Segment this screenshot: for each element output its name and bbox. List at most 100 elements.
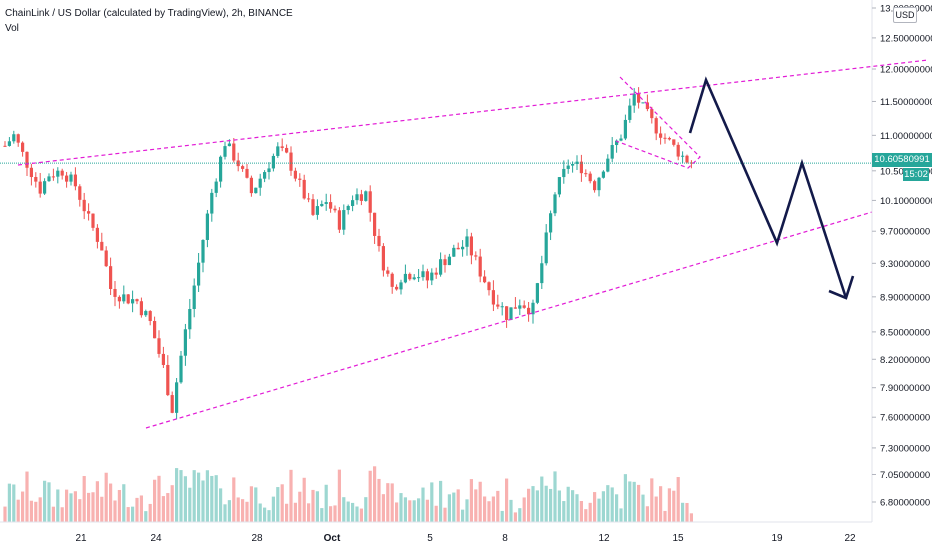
candle-body (549, 213, 553, 233)
candle-body (333, 208, 337, 211)
candle-body (654, 118, 658, 134)
price-tick-label: 8.20000000 (880, 355, 930, 366)
candle-body (667, 138, 671, 140)
volume-bar (131, 506, 135, 522)
price-tick-label: 7.90000000 (880, 383, 930, 394)
candle-body (311, 199, 315, 215)
volume-bar (672, 490, 676, 522)
volume-bar (324, 484, 328, 522)
volume-bar (285, 503, 289, 522)
volume-bar (307, 503, 311, 522)
candle-body (518, 305, 522, 309)
candle-body (373, 212, 377, 236)
candle-body (351, 200, 355, 206)
volume-bar (540, 476, 544, 522)
volume-bar (289, 469, 293, 522)
candle-body (188, 308, 192, 330)
volume-bar (188, 487, 192, 522)
candle-body (368, 191, 372, 213)
volume-bar (271, 496, 275, 522)
candle-body (557, 177, 561, 195)
candle-body (254, 187, 258, 194)
volume-bar (549, 488, 553, 522)
volume-bar (69, 493, 73, 522)
volume-bar (461, 509, 465, 522)
candle-body (689, 162, 693, 164)
candle-body (87, 211, 91, 214)
candle-body (615, 140, 619, 146)
candle-body (315, 206, 319, 215)
candle-body (540, 263, 544, 284)
volume-bar (584, 509, 588, 522)
candle-body (386, 270, 390, 274)
volume-bar (34, 501, 38, 522)
time-tick-label: Oct (324, 533, 341, 544)
candle-body (139, 301, 143, 316)
volume-bar (456, 489, 460, 522)
volume-bar (377, 478, 381, 522)
candle-body (681, 155, 685, 157)
candle-body (663, 137, 667, 139)
candle-body (606, 158, 610, 172)
candle-body (399, 282, 403, 290)
chart-legend: ChainLink / US Dollar (calculated by Tra… (5, 6, 293, 36)
time-tick-label: 22 (844, 533, 856, 544)
volume-bar (483, 496, 487, 522)
volume-bar (100, 496, 104, 522)
price-tick-label: 12.50000000 (880, 33, 932, 44)
volume-bar (320, 508, 324, 522)
candle-body (245, 168, 249, 178)
candle-body (359, 194, 363, 201)
volume-bar (276, 487, 280, 522)
candle-body (78, 186, 82, 200)
candle-body (403, 273, 407, 283)
volume-bar (601, 491, 605, 522)
volume-bar (29, 500, 33, 522)
candle-body (469, 236, 473, 256)
candle-body (144, 311, 148, 316)
volume-bar (571, 490, 575, 522)
volume-bar (241, 499, 245, 522)
volume-bar (632, 481, 636, 522)
candle-body (25, 151, 29, 168)
candle-body (122, 294, 126, 302)
currency-button[interactable]: USD (893, 7, 917, 23)
volume-bar (113, 500, 117, 522)
volume-bar (408, 500, 412, 522)
volume-bar (368, 470, 372, 522)
volume-bar (681, 502, 685, 522)
candle-body (637, 93, 641, 103)
volume-bar (315, 491, 319, 522)
bar-countdown-label: 15:02 (903, 168, 929, 181)
candle-body (632, 93, 636, 106)
candle-body (43, 181, 47, 194)
candle-body (434, 272, 438, 275)
volume-bar (254, 487, 258, 522)
candle-body (650, 109, 654, 119)
volume-bar (654, 496, 658, 522)
candle-body (34, 177, 38, 182)
volume-bar (619, 508, 623, 522)
candle-body (478, 256, 482, 277)
candle-body (461, 246, 465, 250)
price-tick-label: 6.80000000 (880, 498, 930, 509)
volume-bar (566, 486, 570, 522)
volume-bar (258, 503, 262, 522)
volume-bar (109, 483, 113, 522)
candle-body (51, 176, 55, 178)
volume-bar (425, 499, 429, 522)
volume-bar (478, 481, 482, 522)
candle-body (685, 155, 689, 163)
candle-body (329, 202, 333, 209)
price-tick-label: 9.30000000 (880, 259, 930, 270)
volume-bar (509, 499, 513, 522)
projection-path (688, 76, 848, 299)
volume-bar (628, 481, 632, 522)
volume-bar (144, 511, 148, 522)
volume-bar (491, 496, 495, 522)
volume-bar (245, 501, 249, 522)
volume-bar (615, 494, 619, 522)
volume-bar (104, 472, 108, 522)
volume-bar (610, 487, 614, 522)
